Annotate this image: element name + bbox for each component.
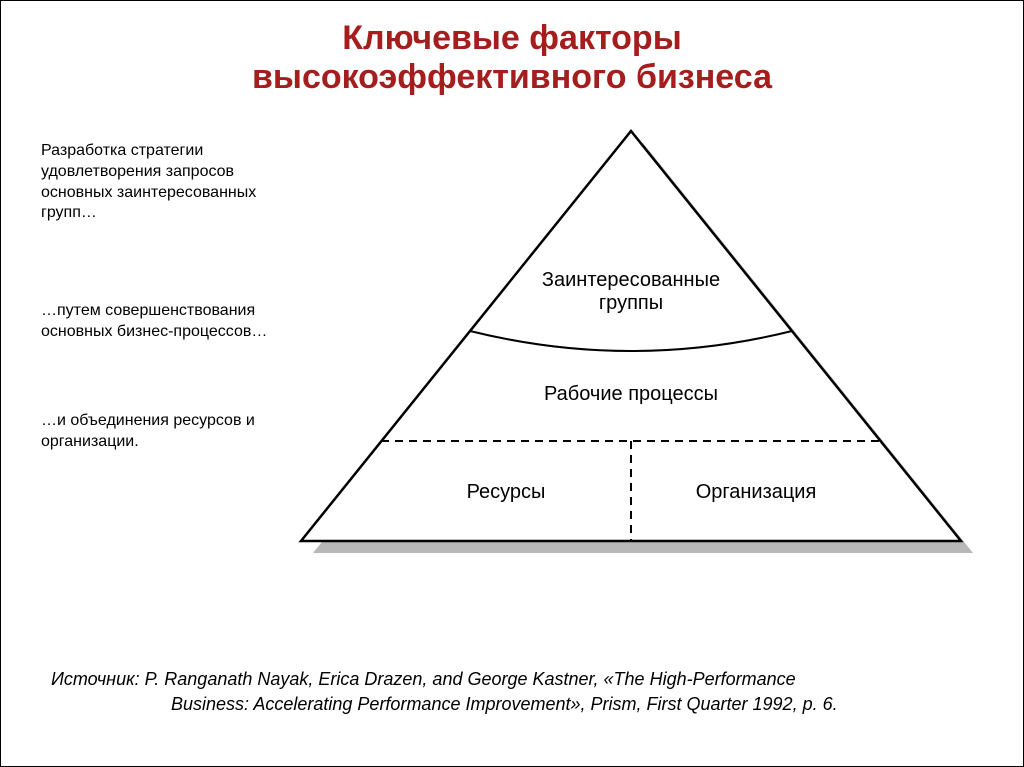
tier1-label-line2: группы: [599, 292, 663, 314]
page-title: Ключевые факторы высокоэффективного бизн…: [1, 1, 1023, 97]
tier2-label-text: Рабочие процессы: [544, 383, 718, 405]
source-line1: Источник: P. Ranganath Nayak, Erica Draz…: [51, 669, 796, 689]
tier1-label: Заинтересованные группы: [542, 269, 720, 315]
side-label-2: …путем совершенствования основных бизнес…: [41, 301, 301, 343]
title-line1: Ключевые факторы: [342, 19, 682, 57]
tier3-left-label: Ресурсы: [467, 481, 546, 504]
side-label-1: Разработка стратегии удовлетворения запр…: [41, 141, 301, 224]
diagram-area: Разработка стратегии удовлетворения запр…: [1, 111, 1024, 591]
tier2-label: Рабочие процессы: [544, 383, 718, 406]
tier3-right-text: Организация: [696, 481, 817, 503]
tier3-right-label: Организация: [696, 481, 817, 504]
tier1-label-line1: Заинтересованные: [542, 269, 720, 291]
side-label-3: …и объединения ресурсов и организации.: [41, 411, 301, 453]
pyramid-fill: [301, 131, 961, 541]
tier3-left-text: Ресурсы: [467, 481, 546, 503]
title-line2: высокоэффективного бизнеса: [252, 58, 772, 96]
source-citation: Источник: P. Ranganath Nayak, Erica Draz…: [51, 667, 983, 716]
pyramid-svg: [281, 121, 981, 561]
pyramid: Заинтересованные группы Рабочие процессы…: [281, 121, 981, 561]
source-line2: Business: Accelerating Performance Impro…: [51, 692, 983, 716]
